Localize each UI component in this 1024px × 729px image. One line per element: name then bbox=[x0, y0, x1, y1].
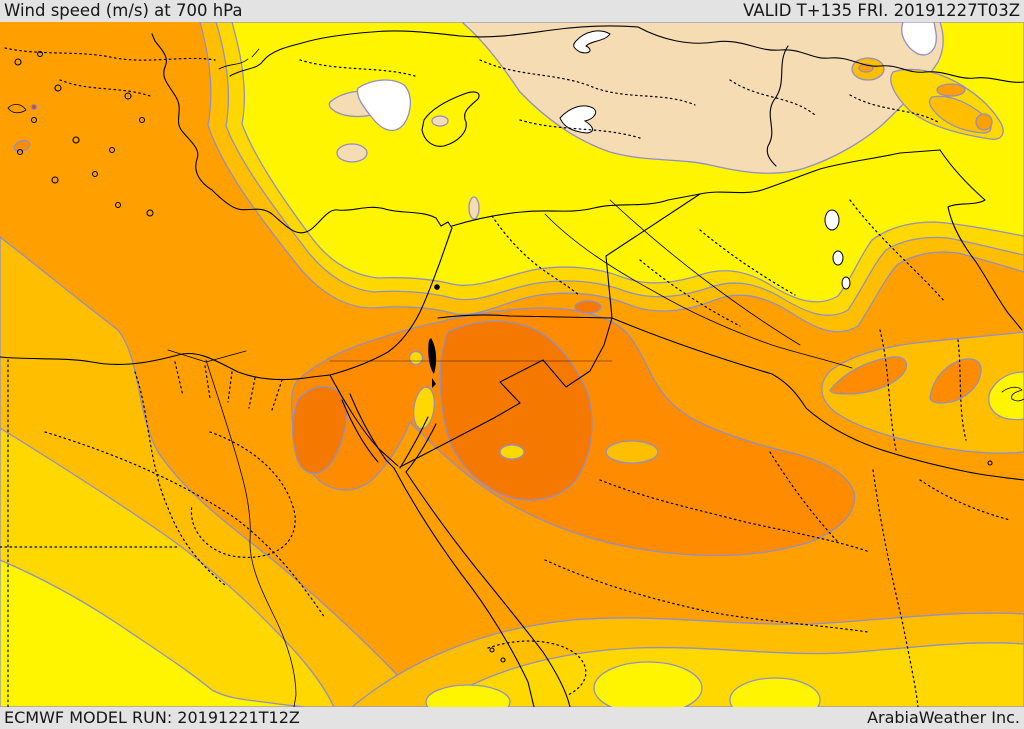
model-run-label: ECMWF MODEL RUN: 20191221T12Z bbox=[4, 708, 300, 727]
tigris-river bbox=[609, 199, 801, 346]
contour-region-gold-south bbox=[431, 642, 1024, 707]
contour-region-dark-lens bbox=[829, 356, 907, 395]
contour-region-yellow-sw bbox=[0, 559, 306, 707]
coastlines-and-borders bbox=[0, 25, 1024, 707]
coastline-suez-aqaba-gulfs bbox=[341, 393, 437, 473]
island-squiggle bbox=[7, 104, 27, 114]
contour-region-gold-hole bbox=[499, 444, 525, 460]
border-jordan-syria bbox=[437, 314, 613, 319]
border-syria-iraq bbox=[605, 193, 701, 319]
contour-region-white-calm bbox=[901, 22, 937, 56]
coastline-levant-south-turkey bbox=[211, 189, 453, 376]
contour-region-white-calm bbox=[356, 79, 412, 131]
contour-region-deep-orange bbox=[291, 386, 347, 475]
contour-region-amber-ne bbox=[928, 95, 992, 134]
aegean-islands bbox=[7, 50, 993, 663]
contour-region-orange-spot bbox=[936, 83, 966, 97]
coastline-marmara-detail bbox=[218, 48, 260, 70]
border-turkey-iran bbox=[766, 45, 789, 167]
contour-region-gold-hole bbox=[413, 386, 435, 430]
border-iraq-saudi bbox=[611, 317, 1024, 481]
wind-field-contours bbox=[0, 22, 1024, 707]
contour-region-dark-lens bbox=[929, 358, 982, 404]
contour-region-cream-patch bbox=[336, 143, 368, 163]
lake-iraq-small bbox=[841, 276, 851, 290]
map-header: Wind speed (m/s) at 700 hPa VALID T+135 … bbox=[0, 0, 1024, 22]
contour-region-dark-spot bbox=[13, 139, 31, 153]
admin-boundaries-dotted bbox=[0, 47, 1011, 707]
contour-region-yellow-spot bbox=[425, 684, 511, 707]
lake-tharthar bbox=[824, 209, 840, 231]
coastline-red-sea bbox=[393, 467, 571, 707]
map-footer: ECMWF MODEL RUN: 20191221T12Z ArabiaWeat… bbox=[0, 707, 1024, 729]
lake-van bbox=[559, 105, 597, 134]
coastline-north-africa bbox=[0, 353, 331, 381]
contour-region-cream-patch bbox=[431, 115, 449, 127]
contour-region-deep-orange bbox=[574, 300, 602, 314]
contour-region-deep-orange bbox=[439, 320, 593, 501]
cyprus-island bbox=[421, 91, 480, 147]
persian-gulf-island bbox=[987, 460, 993, 466]
nile-river bbox=[167, 349, 297, 707]
contour-region-yellow-spot bbox=[729, 677, 821, 707]
red-sea-island bbox=[489, 647, 495, 653]
contour-region-red-spot bbox=[30, 103, 38, 111]
coastline-aegean-turkey-west bbox=[151, 33, 213, 191]
valid-time-label: VALID T+135 FRI. 20191227T03Z bbox=[743, 1, 1020, 20]
dead-sea-south bbox=[432, 378, 436, 388]
border-caucasus bbox=[637, 26, 1024, 83]
map-title: Wind speed (m/s) at 700 hPa bbox=[4, 1, 243, 20]
euphrates-river bbox=[544, 213, 853, 369]
lake-razzaza bbox=[832, 250, 844, 266]
lake-northeast bbox=[573, 30, 611, 54]
contour-region-yellow-gulf bbox=[988, 371, 1024, 421]
dead-sea bbox=[428, 338, 437, 374]
contour-region-gold-hole bbox=[408, 350, 424, 366]
kuwait-coast bbox=[1001, 386, 1024, 402]
border-iran-iraq bbox=[939, 149, 1023, 331]
contour-region-yellow-spot bbox=[593, 661, 703, 707]
border-jordan-saudi-zigzag bbox=[399, 317, 613, 468]
red-sea-island bbox=[500, 657, 506, 663]
lakes bbox=[428, 30, 851, 388]
brand-label: ArabiaWeather Inc. bbox=[867, 708, 1020, 727]
contour-region-amber-hole bbox=[605, 440, 659, 464]
contour-region-orange-spot bbox=[975, 113, 993, 131]
contour-region-cream-patch bbox=[468, 196, 480, 220]
coastline-marmara-black-sea bbox=[229, 25, 639, 77]
weather-map bbox=[0, 22, 1024, 707]
sea-of-galilee bbox=[434, 284, 440, 290]
